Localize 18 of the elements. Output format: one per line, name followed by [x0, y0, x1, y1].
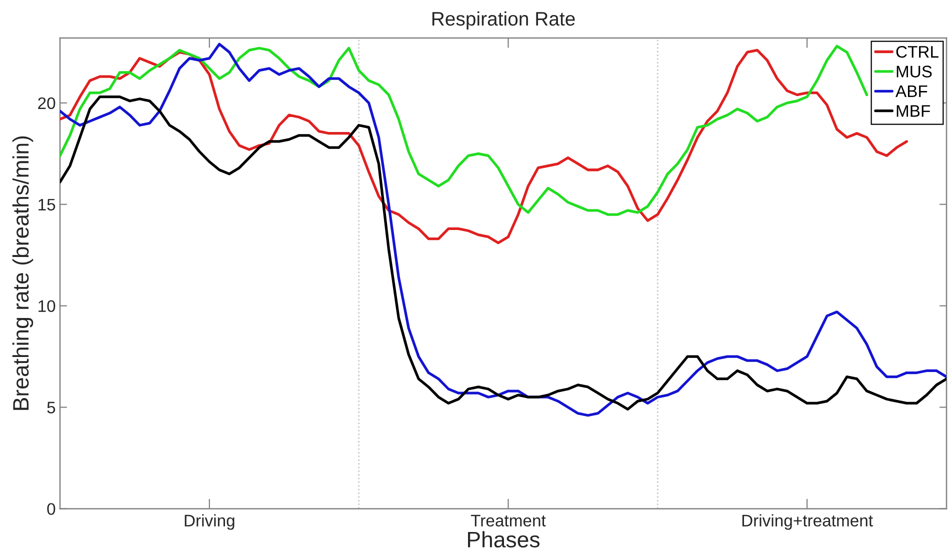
x-tick-label: Driving+treatment	[742, 514, 873, 530]
y-tick-label: 15	[38, 198, 56, 211]
x-tick-label: Driving	[184, 514, 234, 530]
line-series	[60, 42, 946, 417]
legend-label: MUS	[896, 66, 932, 78]
legend-label: MBF	[896, 105, 930, 117]
y-tick-label: 5	[47, 402, 56, 414]
chart-title: Respiration Rate	[432, 11, 575, 30]
y-tick-label: 10	[38, 300, 56, 312]
x-tick-label: Treatment	[470, 514, 546, 526]
x-axis-title: Phases	[468, 531, 540, 548]
y-axis-title: Breathing rate (breaths/min)	[12, 136, 34, 410]
y-tick-label: 0	[47, 503, 56, 515]
y-tick-label: 20	[38, 97, 56, 110]
line-series	[60, 44, 868, 216]
legend-label: CTRL	[896, 46, 938, 58]
legend-label: ABF	[896, 86, 928, 97]
line-series	[60, 96, 946, 411]
